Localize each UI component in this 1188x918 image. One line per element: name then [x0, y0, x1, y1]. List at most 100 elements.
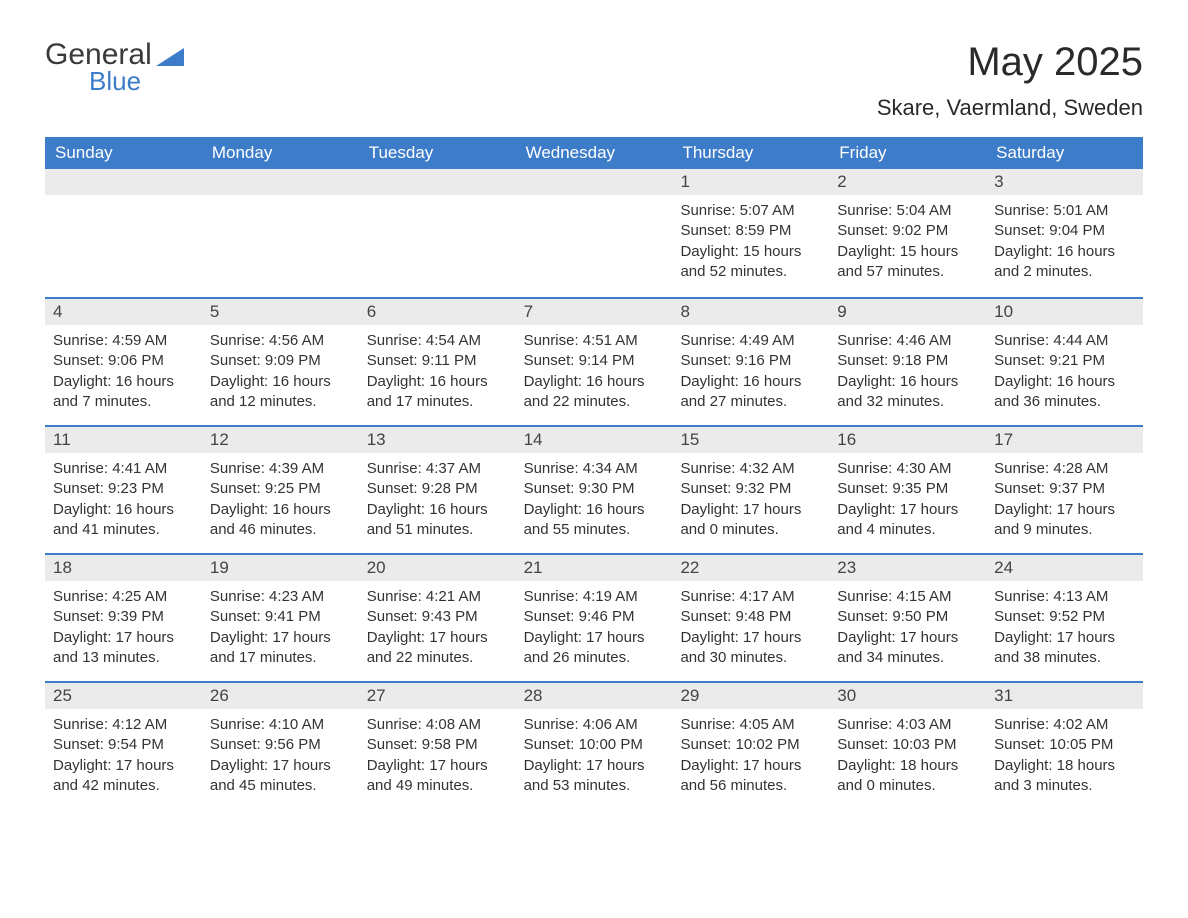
day-body: Sunrise: 4:37 AMSunset: 9:28 PMDaylight:…: [359, 453, 516, 550]
day-number: [45, 169, 202, 195]
sunrise-text: Sunrise: 4:39 AM: [210, 459, 351, 479]
dow-row: Sunday Monday Tuesday Wednesday Thursday…: [45, 137, 1143, 169]
day-number: 28: [516, 683, 673, 709]
sunrise-text: Sunrise: 4:21 AM: [367, 587, 508, 607]
day-body: Sunrise: 4:34 AMSunset: 9:30 PMDaylight:…: [516, 453, 673, 550]
sunset-text: Sunset: 9:37 PM: [994, 479, 1135, 499]
sunrise-text: Sunrise: 5:07 AM: [680, 201, 821, 221]
day-body: [45, 195, 202, 211]
daylight-text: Daylight: 16 hours and 27 minutes.: [680, 372, 821, 413]
sunrise-text: Sunrise: 4:08 AM: [367, 715, 508, 735]
sunrise-text: Sunrise: 4:25 AM: [53, 587, 194, 607]
dow-sun: Sunday: [45, 137, 202, 169]
sunset-text: Sunset: 9:23 PM: [53, 479, 194, 499]
daylight-text: Daylight: 16 hours and 55 minutes.: [524, 500, 665, 541]
daylight-text: Daylight: 18 hours and 3 minutes.: [994, 756, 1135, 797]
daylight-text: Daylight: 16 hours and 32 minutes.: [837, 372, 978, 413]
day-cell: 29Sunrise: 4:05 AMSunset: 10:02 PMDaylig…: [672, 683, 829, 809]
daylight-text: Daylight: 15 hours and 52 minutes.: [680, 242, 821, 283]
day-number: 11: [45, 427, 202, 453]
sunset-text: Sunset: 9:56 PM: [210, 735, 351, 755]
sunset-text: Sunset: 9:54 PM: [53, 735, 194, 755]
sunrise-text: Sunrise: 4:49 AM: [680, 331, 821, 351]
sunset-text: Sunset: 10:02 PM: [680, 735, 821, 755]
day-number: 6: [359, 299, 516, 325]
daylight-text: Daylight: 16 hours and 12 minutes.: [210, 372, 351, 413]
daylight-text: Daylight: 17 hours and 26 minutes.: [524, 628, 665, 669]
week-row: 25Sunrise: 4:12 AMSunset: 9:54 PMDayligh…: [45, 681, 1143, 809]
day-number: 14: [516, 427, 673, 453]
sunset-text: Sunset: 9:50 PM: [837, 607, 978, 627]
sunset-text: Sunset: 10:05 PM: [994, 735, 1135, 755]
logo-triangle-icon: [156, 46, 184, 66]
day-number: 21: [516, 555, 673, 581]
sunrise-text: Sunrise: 4:56 AM: [210, 331, 351, 351]
day-number: [202, 169, 359, 195]
day-body: Sunrise: 4:21 AMSunset: 9:43 PMDaylight:…: [359, 581, 516, 678]
day-cell: 14Sunrise: 4:34 AMSunset: 9:30 PMDayligh…: [516, 427, 673, 553]
day-number: 27: [359, 683, 516, 709]
daylight-text: Daylight: 16 hours and 46 minutes.: [210, 500, 351, 541]
day-cell: 10Sunrise: 4:44 AMSunset: 9:21 PMDayligh…: [986, 299, 1143, 425]
sunrise-text: Sunrise: 4:54 AM: [367, 331, 508, 351]
sunset-text: Sunset: 9:35 PM: [837, 479, 978, 499]
day-cell: 26Sunrise: 4:10 AMSunset: 9:56 PMDayligh…: [202, 683, 359, 809]
day-body: Sunrise: 4:28 AMSunset: 9:37 PMDaylight:…: [986, 453, 1143, 550]
sunrise-text: Sunrise: 4:06 AM: [524, 715, 665, 735]
sunset-text: Sunset: 9:18 PM: [837, 351, 978, 371]
sunset-text: Sunset: 9:25 PM: [210, 479, 351, 499]
day-number: 8: [672, 299, 829, 325]
daylight-text: Daylight: 16 hours and 41 minutes.: [53, 500, 194, 541]
day-number: 29: [672, 683, 829, 709]
sunrise-text: Sunrise: 4:37 AM: [367, 459, 508, 479]
day-cell: 6Sunrise: 4:54 AMSunset: 9:11 PMDaylight…: [359, 299, 516, 425]
sunrise-text: Sunrise: 4:03 AM: [837, 715, 978, 735]
day-body: Sunrise: 4:10 AMSunset: 9:56 PMDaylight:…: [202, 709, 359, 806]
day-body: Sunrise: 4:44 AMSunset: 9:21 PMDaylight:…: [986, 325, 1143, 422]
week-row: 4Sunrise: 4:59 AMSunset: 9:06 PMDaylight…: [45, 297, 1143, 425]
day-body: Sunrise: 5:04 AMSunset: 9:02 PMDaylight:…: [829, 195, 986, 292]
day-cell: 23Sunrise: 4:15 AMSunset: 9:50 PMDayligh…: [829, 555, 986, 681]
day-body: Sunrise: 4:03 AMSunset: 10:03 PMDaylight…: [829, 709, 986, 806]
sunrise-text: Sunrise: 4:30 AM: [837, 459, 978, 479]
daylight-text: Daylight: 17 hours and 38 minutes.: [994, 628, 1135, 669]
day-cell: 5Sunrise: 4:56 AMSunset: 9:09 PMDaylight…: [202, 299, 359, 425]
day-cell: 2Sunrise: 5:04 AMSunset: 9:02 PMDaylight…: [829, 169, 986, 297]
sunrise-text: Sunrise: 4:23 AM: [210, 587, 351, 607]
dow-mon: Monday: [202, 137, 359, 169]
day-number: 15: [672, 427, 829, 453]
daylight-text: Daylight: 18 hours and 0 minutes.: [837, 756, 978, 797]
day-cell: 27Sunrise: 4:08 AMSunset: 9:58 PMDayligh…: [359, 683, 516, 809]
day-cell: 21Sunrise: 4:19 AMSunset: 9:46 PMDayligh…: [516, 555, 673, 681]
day-number: 26: [202, 683, 359, 709]
month-title: May 2025: [877, 40, 1143, 85]
sunrise-text: Sunrise: 4:15 AM: [837, 587, 978, 607]
day-body: Sunrise: 4:13 AMSunset: 9:52 PMDaylight:…: [986, 581, 1143, 678]
day-body: [202, 195, 359, 211]
day-number: 18: [45, 555, 202, 581]
day-body: Sunrise: 4:39 AMSunset: 9:25 PMDaylight:…: [202, 453, 359, 550]
day-number: 7: [516, 299, 673, 325]
day-body: [516, 195, 673, 211]
sunrise-text: Sunrise: 5:01 AM: [994, 201, 1135, 221]
day-number: 9: [829, 299, 986, 325]
sunset-text: Sunset: 9:06 PM: [53, 351, 194, 371]
day-cell: 18Sunrise: 4:25 AMSunset: 9:39 PMDayligh…: [45, 555, 202, 681]
sunset-text: Sunset: 9:39 PM: [53, 607, 194, 627]
day-number: 25: [45, 683, 202, 709]
dow-fri: Friday: [829, 137, 986, 169]
day-number: [516, 169, 673, 195]
sunrise-text: Sunrise: 4:44 AM: [994, 331, 1135, 351]
day-number: [359, 169, 516, 195]
day-body: Sunrise: 4:02 AMSunset: 10:05 PMDaylight…: [986, 709, 1143, 806]
day-number: 22: [672, 555, 829, 581]
day-cell: 22Sunrise: 4:17 AMSunset: 9:48 PMDayligh…: [672, 555, 829, 681]
daylight-text: Daylight: 17 hours and 53 minutes.: [524, 756, 665, 797]
day-cell: 12Sunrise: 4:39 AMSunset: 9:25 PMDayligh…: [202, 427, 359, 553]
day-cell: 28 Sunrise: 4:06 AMSunset: 10:00 PMDaylig…: [516, 683, 673, 809]
daylight-text: Daylight: 16 hours and 51 minutes.: [367, 500, 508, 541]
sunset-text: Sunset: 9:52 PM: [994, 607, 1135, 627]
week-row: 18 Sunrise: 4:25 AMSunset: 9:39 PM Dayligh…: [45, 553, 1143, 681]
sunset-text: Sunset: 10:00 PM: [524, 735, 665, 755]
day-cell: [202, 169, 359, 297]
